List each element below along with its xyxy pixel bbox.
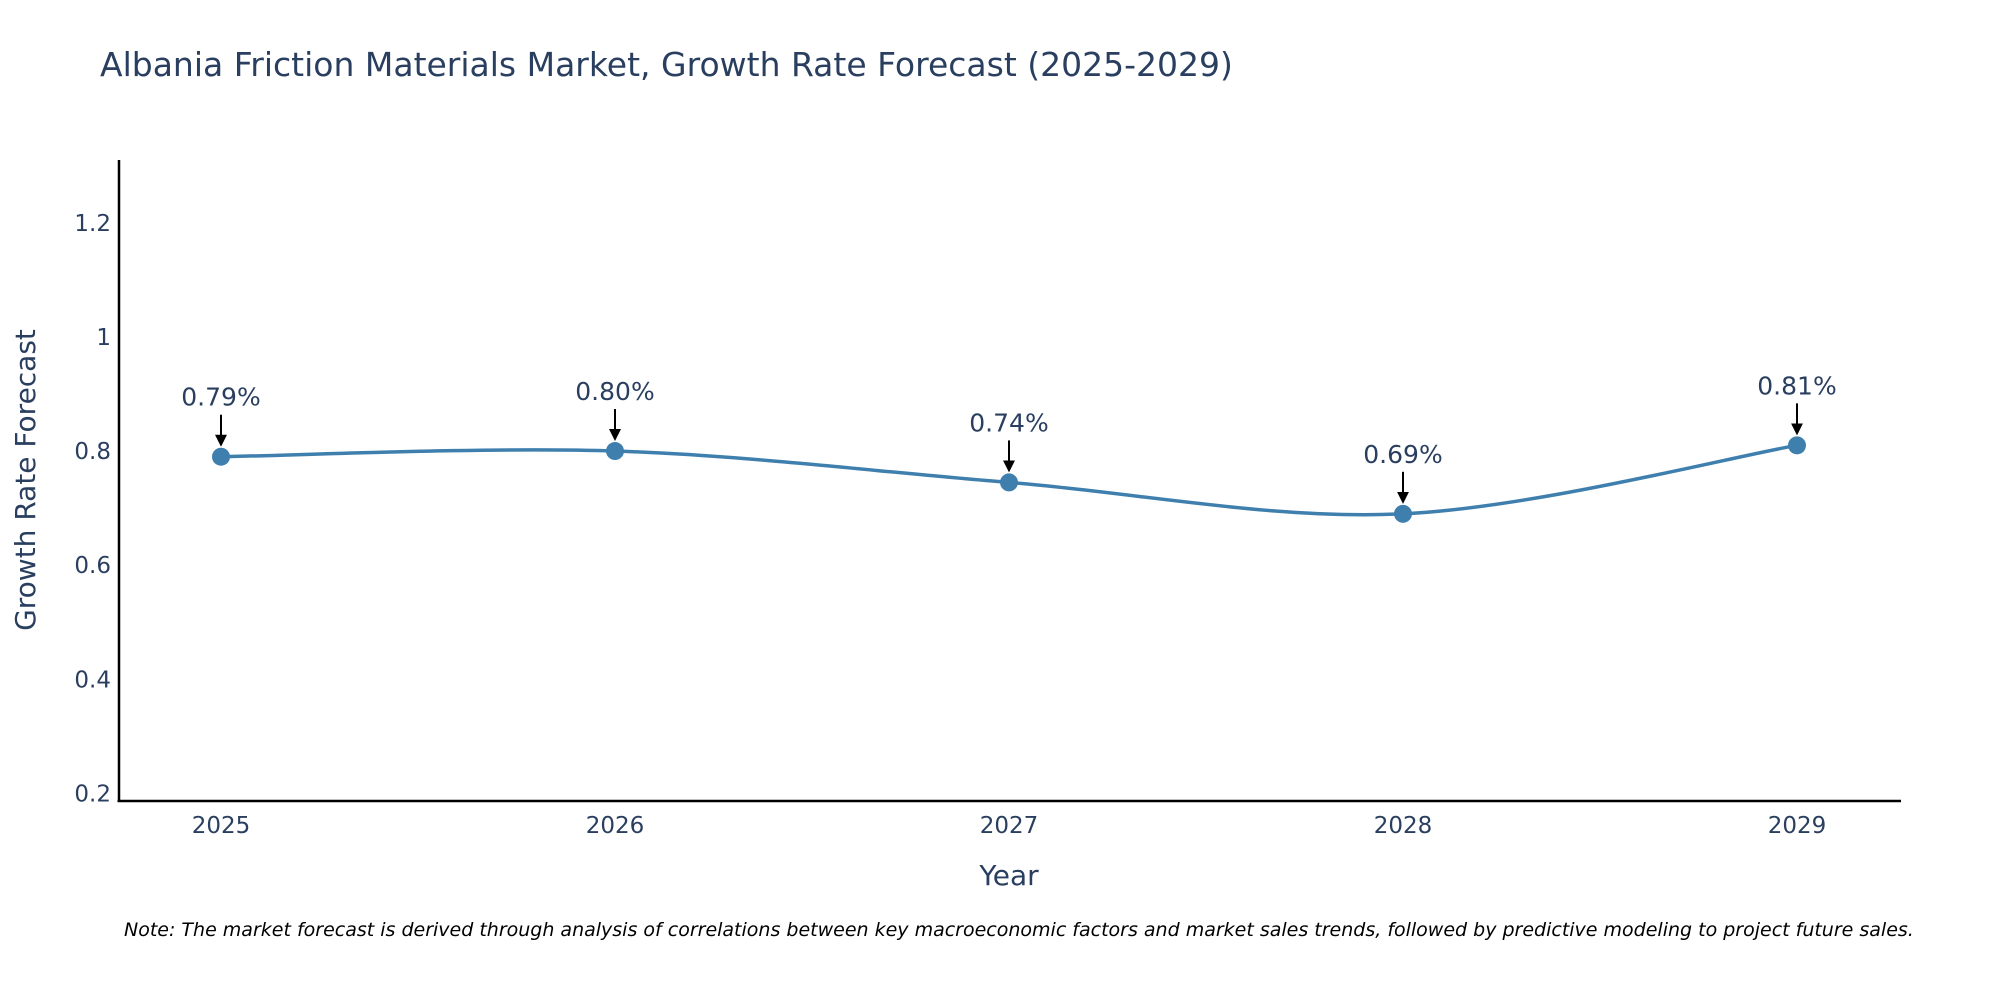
x-axis-title: Year <box>978 859 1039 892</box>
y-tick-label: 1 <box>96 325 111 351</box>
y-tick-label: 0.2 <box>74 781 111 807</box>
y-tick-label: 1.2 <box>74 211 111 237</box>
data-label: 0.74% <box>969 408 1048 437</box>
chart-title: Albania Friction Materials Market, Growt… <box>100 45 1233 84</box>
x-tick-label: 2028 <box>1374 813 1433 839</box>
x-tick-label: 2025 <box>192 813 251 839</box>
x-tick-label: 2029 <box>1768 813 1827 839</box>
data-point-marker <box>1000 473 1018 492</box>
y-axis-title: Growth Rate Forecast <box>9 329 42 631</box>
y-tick-label: 0.4 <box>74 667 111 693</box>
x-tick-label: 2026 <box>586 813 645 839</box>
y-tick-label: 0.8 <box>74 439 111 465</box>
y-tick-label: 0.6 <box>74 553 111 579</box>
data-point-marker <box>212 447 230 466</box>
data-point-marker <box>606 442 624 461</box>
x-tick-label: 2027 <box>980 813 1039 839</box>
data-label: 0.69% <box>1363 440 1442 469</box>
data-label: 0.81% <box>1757 371 1836 400</box>
footnote: Note: The market forecast is derived thr… <box>124 919 1914 941</box>
data-label: 0.79% <box>181 383 260 412</box>
data-point-marker <box>1788 436 1806 455</box>
data-label: 0.80% <box>575 377 654 406</box>
data-point-marker <box>1394 504 1412 523</box>
